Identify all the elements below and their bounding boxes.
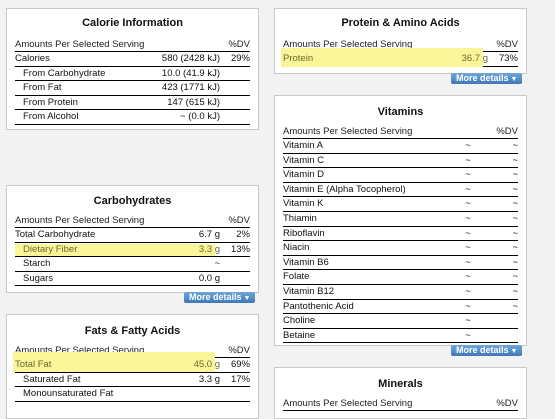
table-row: Vitamin B12 ~ ~ — [283, 285, 518, 300]
table-row: From Fat 423 (1771 kJ) — [15, 81, 250, 96]
table-row: Calories 580 (2428 kJ) 29% — [15, 52, 250, 67]
carbohydrates-panel: Carbohydrates Amounts Per Selected Servi… — [6, 185, 259, 293]
header-dv-label: %DV — [496, 398, 518, 409]
table-row: Betaine ~ — [283, 329, 518, 344]
triangle-down-icon: ▼ — [510, 76, 518, 83]
protein-title: Protein & Amino Acids — [341, 17, 460, 29]
header-dv-label: %DV — [228, 215, 250, 226]
vitamins-title: Vitamins — [377, 106, 424, 118]
header-dv-label: %DV — [228, 345, 250, 356]
header-dv-label: %DV — [496, 126, 518, 137]
header-amounts-label: Amounts Per Selected Serving — [15, 345, 145, 356]
table-row-highlighted: Dietary Fiber 3.3 g 13% — [15, 243, 250, 258]
header-amounts-label: Amounts Per Selected Serving — [283, 126, 413, 137]
minerals-table-header: Amounts Per Selected Serving %DV — [283, 397, 518, 411]
table-row: Vitamin C ~ ~ — [283, 154, 518, 169]
table-row: Pantothenic Acid ~ ~ — [283, 300, 518, 315]
calorie-table-header: Amounts Per Selected Serving %DV — [15, 38, 250, 52]
table-row: Thiamin ~ ~ — [283, 212, 518, 227]
table-row-highlighted: Protein 36.7 g 73% — [281, 48, 518, 67]
carbohydrates-title: Carbohydrates — [93, 195, 172, 207]
calorie-information-title: Calorie Information — [82, 17, 183, 29]
table-row: Vitamin D ~ ~ — [283, 168, 518, 183]
header-amounts-label: Amounts Per Selected Serving — [283, 39, 413, 50]
header-dv-label: %DV — [228, 39, 250, 50]
carbs-table-header: Amounts Per Selected Serving %DV — [15, 214, 250, 228]
triangle-down-icon: ▼ — [243, 295, 251, 302]
table-row: Sugars 0.0 g — [15, 272, 250, 287]
table-row: Vitamin B6 ~ ~ — [283, 256, 518, 271]
vitamins-panel: Vitamins Amounts Per Selected Serving %D… — [274, 95, 527, 346]
highlight-mark — [281, 48, 483, 67]
table-row: Riboflavin ~ ~ — [283, 227, 518, 242]
table-row: From Carbohydrate 10.0 (41.9 kJ) — [15, 67, 250, 82]
table-row-highlighted: Total Fat 45.0 g 69% — [13, 352, 250, 373]
header-amounts-label: Amounts Per Selected Serving — [15, 39, 145, 50]
table-row: From Protein 147 (615 kJ) — [15, 96, 250, 111]
minerals-table: Amounts Per Selected Serving %DV — [283, 397, 518, 411]
fats-title: Fats & Fatty Acids — [84, 325, 181, 337]
minerals-title: Minerals — [378, 378, 423, 390]
table-row: Starch ~ — [15, 257, 250, 272]
table-row: Total Carbohydrate 6.7 g 2% — [15, 228, 250, 243]
table-row: Vitamin A ~ ~ — [283, 139, 518, 154]
calorie-table: Amounts Per Selected Serving %DV Calorie… — [15, 38, 250, 125]
table-row: Niacin ~ ~ — [283, 241, 518, 256]
protein-more-details-button[interactable]: More details ▼ — [451, 73, 523, 84]
table-row: From Alcohol ~ (0.0 kJ) — [15, 110, 250, 125]
calorie-information-panel: Calorie Information Amounts Per Selected… — [6, 8, 259, 130]
highlight-mark — [15, 243, 215, 256]
table-row: Folate ~ ~ — [283, 270, 518, 285]
vitamins-more-details-button[interactable]: More details ▼ — [451, 345, 523, 356]
table-row: Vitamin E (Alpha Tocopherol) ~ ~ — [283, 183, 518, 198]
header-amounts-label: Amounts Per Selected Serving — [283, 398, 413, 409]
highlight-mark — [13, 352, 215, 372]
table-row: Saturated Fat 3.3 g 17% — [15, 373, 250, 388]
fats-panel: Fats & Fatty Acids Amounts Per Selected … — [6, 314, 259, 419]
triangle-down-icon: ▼ — [510, 348, 518, 355]
carbohydrates-table: Amounts Per Selected Serving %DV Total C… — [15, 214, 250, 287]
carbs-more-details-button[interactable]: More details ▼ — [184, 292, 256, 303]
protein-table: Amounts Per Selected Serving %DV Protein… — [281, 38, 518, 67]
table-row: Monounsaturated Fat — [15, 387, 250, 402]
vitamins-table: Amounts Per Selected Serving %DV Vitamin… — [283, 125, 518, 344]
protein-panel: Protein & Amino Acids Amounts Per Select… — [274, 8, 527, 74]
table-row: Vitamin K ~ ~ — [283, 197, 518, 212]
fats-table: Amounts Per Selected Serving %DV Total F… — [13, 344, 250, 402]
table-row: Choline ~ — [283, 314, 518, 329]
header-amounts-label: Amounts Per Selected Serving — [15, 215, 145, 226]
minerals-panel: Minerals Amounts Per Selected Serving %D… — [274, 367, 527, 419]
header-dv-label: %DV — [496, 39, 518, 50]
vitamins-table-header: Amounts Per Selected Serving %DV — [283, 125, 518, 139]
